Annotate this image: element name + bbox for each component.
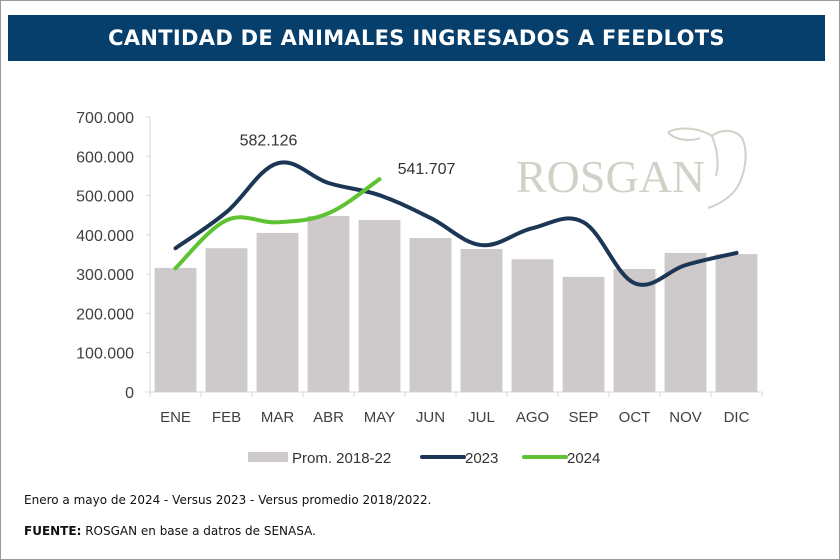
annotations: 582.126 541.707 xyxy=(240,132,456,178)
chart-title: CANTIDAD DE ANIMALES INGRESADOS A FEEDLO… xyxy=(108,26,725,50)
y-tick-label: 500.000 xyxy=(76,189,134,206)
x-tick-label: JUN xyxy=(416,409,445,426)
bar-ago xyxy=(511,259,554,392)
bar-oct xyxy=(613,269,656,392)
y-tick-label: 200.000 xyxy=(76,306,134,323)
bar-mar xyxy=(256,232,299,392)
legend-label-2023: 2023 xyxy=(465,450,498,467)
watermark-text: ROSGAN xyxy=(516,151,705,202)
bar-ene xyxy=(154,267,197,392)
cow-head-icon xyxy=(667,127,747,209)
x-tick-label: DIC xyxy=(724,409,750,426)
x-tick-label: JUL xyxy=(468,409,495,426)
y-tick-label: 0 xyxy=(125,385,134,402)
bar-dic xyxy=(715,254,758,392)
legend-swatch-prom xyxy=(248,452,288,462)
y-tick-label: 700.000 xyxy=(76,110,134,127)
legend-label-prom: Prom. 2018-22 xyxy=(292,450,391,467)
chart-note: Enero a mayo de 2024 - Versus 2023 - Ver… xyxy=(24,493,432,507)
bar-feb xyxy=(205,248,248,392)
chart-title-banner: CANTIDAD DE ANIMALES INGRESADOS A FEEDLO… xyxy=(8,15,825,61)
source-line: FUENTE: ROSGAN en base a datros de SENAS… xyxy=(24,524,316,538)
chart: ROSGAN 0 100.000 200.000 300.000 400.000 500.… xyxy=(76,110,763,467)
bar-sep xyxy=(562,276,605,392)
bar-abr xyxy=(307,216,350,392)
y-tick-label: 600.000 xyxy=(76,149,134,166)
x-tick-label: MAY xyxy=(364,409,395,426)
bar-may xyxy=(358,219,401,392)
axes: 0 100.000 200.000 300.000 400.000 500.000 600.… xyxy=(76,110,763,426)
data-label-2024: 541.707 xyxy=(398,161,456,178)
source-label: FUENTE: xyxy=(24,524,82,538)
x-tick-label: NOV xyxy=(669,409,702,426)
line-2023 xyxy=(173,160,739,287)
y-tick-label: 300.000 xyxy=(76,267,134,284)
bars-prom-2018-22 xyxy=(154,216,758,392)
x-tick-label: OCT xyxy=(619,409,651,426)
bar-nov xyxy=(664,252,707,392)
source-text: ROSGAN en base a datros de SENASA. xyxy=(81,524,316,538)
bar-jun xyxy=(409,238,452,392)
legend-label-2024: 2024 xyxy=(567,450,600,467)
x-tick-label: SEP xyxy=(568,409,598,426)
legend: Prom. 2018-22 2023 2024 xyxy=(248,450,600,467)
lines xyxy=(173,160,739,287)
rosgan-watermark: ROSGAN xyxy=(516,127,747,209)
x-tick-label: FEB xyxy=(212,409,241,426)
x-tick-label: ABR xyxy=(313,409,344,426)
data-label-2023: 582.126 xyxy=(240,132,298,149)
bar-jul xyxy=(460,249,503,392)
y-tick-label: 400.000 xyxy=(76,228,134,245)
x-tick-label: MAR xyxy=(261,409,295,426)
x-tick-label: AGO xyxy=(516,409,549,426)
y-tick-label: 100.000 xyxy=(76,346,134,363)
x-tick-label: ENE xyxy=(160,409,191,426)
